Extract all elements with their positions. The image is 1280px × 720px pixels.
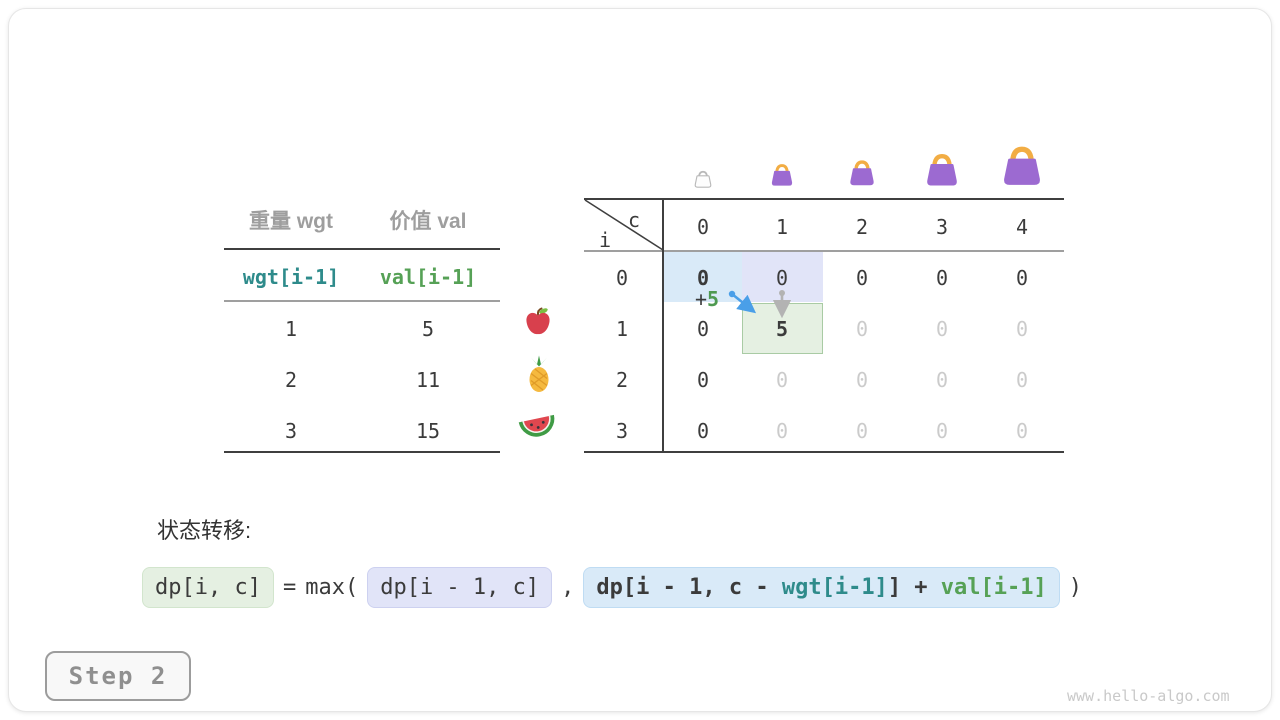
added-value: 5	[707, 287, 720, 311]
dp-cell-3-3: 0	[935, 419, 949, 443]
items-col-header-val: 价值 val	[389, 210, 467, 233]
formula-max-open: max(	[305, 575, 359, 600]
dp-cell-0-4: 0	[1015, 266, 1029, 290]
dp-cell-3-2: 0	[855, 419, 869, 443]
dp-col-header: 0	[696, 215, 710, 239]
bag-size-2-icon	[847, 158, 877, 193]
dp-corner-row-label: i	[598, 228, 612, 252]
formula-lhs-chip: dp[i, c]	[142, 567, 274, 608]
apple-icon	[522, 306, 554, 343]
item-1-val: 5	[421, 317, 435, 341]
dp-cell-3-4: 0	[1015, 419, 1029, 443]
dp-cell-1-1: 5	[775, 317, 789, 341]
dp-row-header: 1	[615, 317, 629, 341]
dp-cell-2-2: 0	[855, 368, 869, 392]
dp-cell-2-3: 0	[935, 368, 949, 392]
pineapple-icon	[522, 355, 556, 400]
dp-row-header: 3	[615, 419, 629, 443]
formula-arg1-chip: dp[i - 1, c]	[367, 567, 553, 608]
dp-rule-vertical	[662, 198, 664, 453]
item-2-val: 11	[415, 368, 441, 392]
dp-cell-0-2: 0	[855, 266, 869, 290]
dp-cell-1-2: 0	[855, 317, 869, 341]
dp-cell-3-0: 0	[696, 419, 710, 443]
bag-size-1-icon	[769, 162, 795, 193]
formula-equals: =	[282, 575, 297, 600]
dp-corner-col-label: c	[627, 208, 641, 232]
dp-rule-top	[584, 198, 1064, 200]
dp-cell-1-4: 0	[1015, 317, 1029, 341]
items-col-header-wgt: 重量 wgt	[249, 210, 333, 233]
formula-comma: ,	[561, 575, 575, 600]
items-table-rule-bottom	[224, 451, 500, 453]
dp-col-header: 4	[1015, 215, 1029, 239]
dp-cell-0-0: 0	[696, 266, 710, 290]
dp-col-header: 2	[855, 215, 869, 239]
item-3-wgt: 3	[284, 419, 298, 443]
dp-cell-0-1: 0	[775, 266, 789, 290]
dp-rule-header	[584, 250, 1064, 252]
step-badge: Step 2	[45, 651, 191, 701]
bag-size-4-icon	[999, 143, 1045, 194]
arg2-wgt-term: wgt[i-1]	[781, 575, 888, 600]
plus-sign: +	[694, 287, 707, 311]
item-1-wgt: 1	[284, 317, 298, 341]
dp-cell-2-1: 0	[775, 368, 789, 392]
dp-cell-2-0: 0	[696, 368, 710, 392]
bag-empty-icon	[693, 169, 713, 194]
watermelon-icon	[518, 412, 558, 447]
dp-cell-2-4: 0	[1015, 368, 1029, 392]
transition-arrows	[728, 290, 792, 319]
item-3-val: 15	[415, 419, 441, 443]
transition-heading: 状态转移:	[157, 518, 252, 543]
dp-row-header: 2	[615, 368, 629, 392]
dp-cell-1-3: 0	[935, 317, 949, 341]
dp-rule-bottom	[584, 451, 1064, 453]
items-table-rule-mid	[224, 300, 500, 302]
items-table-rule-top	[224, 248, 500, 250]
dp-row-header: 0	[615, 266, 629, 290]
dp-cell-0-3: 0	[935, 266, 949, 290]
items-code-val: val[i-1]	[379, 265, 477, 289]
transition-formula: dp[i, c] = max( dp[i - 1, c] , dp[i - 1,…	[142, 567, 1082, 608]
formula-arg2-chip: dp[i - 1, c - wgt[i-1]] + val[i-1]	[583, 567, 1060, 608]
dp-col-header: 1	[775, 215, 789, 239]
dp-col-header: 3	[935, 215, 949, 239]
formula-close-paren: )	[1068, 575, 1083, 600]
bag-size-3-icon	[923, 151, 961, 194]
dp-corner-diagonal	[584, 199, 664, 251]
blue-arrow	[731, 292, 757, 314]
dp-cell-3-1: 0	[775, 419, 789, 443]
arg2-val-term: val[i-1]	[940, 575, 1047, 600]
arg2-head: dp[i - 1, c -	[596, 575, 782, 600]
item-2-wgt: 2	[284, 368, 298, 392]
dp-cell-1-0: 0	[696, 317, 710, 341]
transition-add-label: +5	[695, 287, 719, 311]
items-code-wgt: wgt[i-1]	[242, 265, 340, 289]
figure-card: 重量 wgt 价值 val wgt[i-1] val[i-1] 1 5 2 11…	[8, 8, 1272, 712]
arg2-mid: ] +	[887, 575, 941, 600]
watermark: www.hello-algo.com	[1067, 687, 1230, 705]
